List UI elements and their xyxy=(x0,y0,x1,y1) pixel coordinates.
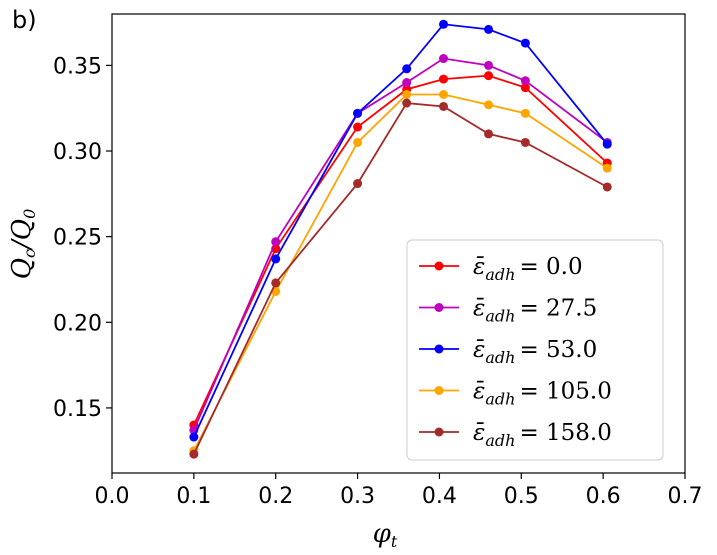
data-point xyxy=(602,139,612,149)
data-point xyxy=(271,237,281,247)
data-point xyxy=(484,129,494,139)
data-point xyxy=(402,89,412,99)
legend-label: ε̄adh = 158.0 xyxy=(473,420,612,450)
data-point xyxy=(484,100,494,110)
data-point xyxy=(402,64,412,74)
data-point xyxy=(520,108,530,118)
legend-entry: ε̄adh = 105.0 xyxy=(419,379,612,409)
data-point xyxy=(189,432,199,442)
x-tick-label: 0.7 xyxy=(668,484,703,509)
data-point xyxy=(353,179,363,189)
legend-marker xyxy=(434,261,444,271)
legend-entry: ε̄adh = 158.0 xyxy=(419,420,612,450)
data-point xyxy=(602,163,612,173)
y-tick-label: 0.35 xyxy=(53,54,102,79)
x-axis-label: φt xyxy=(373,519,398,551)
data-point xyxy=(484,71,494,81)
data-point xyxy=(520,38,530,48)
data-point xyxy=(439,19,449,29)
legend-label: ε̄adh = 53.0 xyxy=(473,337,597,367)
legend-entry: ε̄adh = 53.0 xyxy=(419,337,597,367)
legend-label: ε̄adh = 105.0 xyxy=(473,379,612,409)
data-point xyxy=(353,108,363,118)
y-axis-label: Qc/Q0 xyxy=(7,209,39,280)
data-point xyxy=(353,137,363,147)
x-tick-label: 0.6 xyxy=(586,484,621,509)
data-point xyxy=(520,137,530,147)
x-tick-label: 0.4 xyxy=(422,484,457,509)
y-tick-label: 0.15 xyxy=(53,397,102,422)
data-point xyxy=(520,76,530,86)
legend-marker xyxy=(434,386,444,395)
plot-frame xyxy=(111,13,686,474)
x-tick-label: 0.1 xyxy=(176,484,211,509)
y-tick-label: 0.30 xyxy=(53,140,102,165)
panel-label: b) xyxy=(12,6,37,34)
data-point xyxy=(439,54,449,64)
data-point xyxy=(439,101,449,111)
legend-marker xyxy=(434,303,444,312)
legend-marker xyxy=(434,344,444,354)
data-point xyxy=(439,74,449,84)
y-axis: 0.15 0.20 0.25 0.30 0.35 xyxy=(53,54,112,422)
data-point xyxy=(189,449,199,459)
series-line xyxy=(193,102,608,455)
x-tick-label: 0.0 xyxy=(95,484,130,509)
y-tick-label: 0.20 xyxy=(53,311,102,336)
data-point xyxy=(402,78,412,88)
x-axis: 0.0 0.1 0.2 0.3 0.4 0.5 0.6 0.7 xyxy=(95,473,703,509)
x-tick-label: 0.2 xyxy=(258,484,293,509)
data-point xyxy=(402,98,412,108)
legend-label: ε̄adh = 0.0 xyxy=(473,254,583,284)
series-line xyxy=(193,23,608,438)
data-point xyxy=(484,24,494,34)
data-point xyxy=(484,60,494,70)
data-point xyxy=(353,122,363,132)
legend-label: ε̄adh = 27.5 xyxy=(473,296,597,326)
series-2 xyxy=(189,19,612,442)
x-tick-label: 0.5 xyxy=(504,484,539,509)
data-point xyxy=(602,182,612,192)
series-4 xyxy=(189,98,612,459)
data-point xyxy=(271,278,281,288)
legend-marker xyxy=(434,427,444,437)
legend-entry: ε̄adh = 27.5 xyxy=(419,296,597,326)
series-line xyxy=(193,74,608,426)
x-tick-label: 0.3 xyxy=(340,484,375,509)
legend: ε̄adh = 0.0 ε̄adh = 27.5 ε̄adh = 53.0 ε̄adh = 1… xyxy=(406,239,664,461)
data-point xyxy=(271,254,281,264)
data-point xyxy=(439,89,449,99)
legend-box xyxy=(406,239,664,461)
data-point xyxy=(520,83,530,93)
series-line xyxy=(193,57,608,431)
y-tick-label: 0.25 xyxy=(53,226,102,251)
legend-entry: ε̄adh = 0.0 xyxy=(419,254,583,284)
series-layer xyxy=(189,19,612,459)
